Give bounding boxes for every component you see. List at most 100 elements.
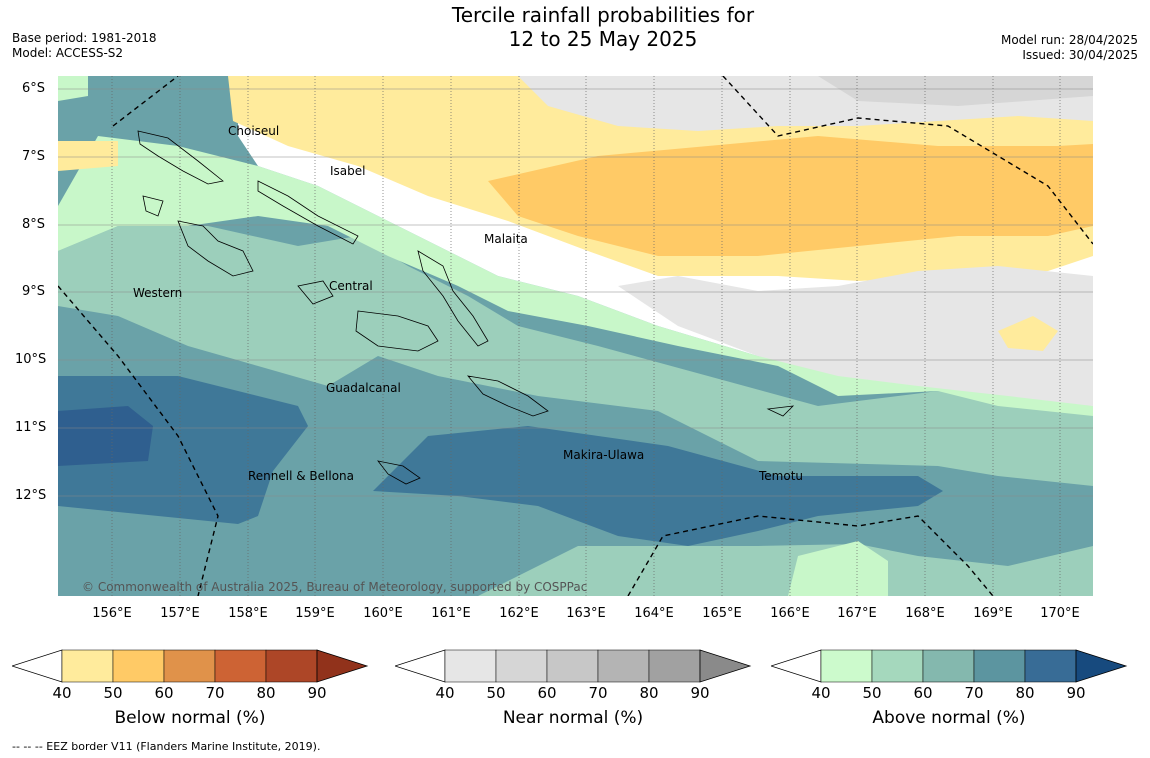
- tick-label: 50: [103, 684, 123, 702]
- tick-label: 40: [811, 684, 831, 702]
- place-rennell-bellona: Rennell & Bellona: [248, 469, 355, 483]
- model-run-text: Model run: 28/04/2025: [1000, 33, 1138, 47]
- above-50-band: [58, 226, 1093, 486]
- shortland-island: [142, 195, 164, 217]
- makira-island: [467, 375, 549, 417]
- colorbar-above-swatch: [820, 649, 873, 683]
- colorbar-above-swatch: [871, 649, 924, 683]
- place-isabel: Isabel: [330, 164, 366, 178]
- place-western: Western: [133, 286, 183, 300]
- eez-borders: [58, 76, 1093, 596]
- issued-text: Issued: 30/04/2025: [1022, 48, 1138, 62]
- tick-label: 70: [964, 684, 984, 702]
- guadalcanal-island: [355, 310, 439, 352]
- copyright-notice: © Commonwealth of Australia 2025, Bureau…: [82, 580, 588, 594]
- title-line-2: 12 to 25 May 2025: [508, 27, 698, 51]
- colorbar-above-svg: [769, 649, 1128, 683]
- colorbar-above-swatch: [1024, 649, 1077, 683]
- colorbar-below-max-arrow: [316, 649, 369, 683]
- colorbar-below-swatch: [112, 649, 165, 683]
- model-text: Model: ACCESS-S2: [12, 46, 124, 60]
- lon-label: 168°E: [905, 606, 945, 621]
- below-40-northwest: [58, 141, 118, 171]
- colorbar-below-svg: [10, 649, 369, 683]
- place-makira-ulawa: Makira-Ulawa: [563, 448, 645, 462]
- colorbar-below-normal: [10, 648, 372, 688]
- temotu-island: [766, 405, 795, 417]
- colorbar-below-swatch: [61, 649, 114, 683]
- tick-label: 80: [639, 684, 659, 702]
- colorbar-near-swatch: [546, 649, 599, 683]
- lon-label: 160°E: [363, 606, 403, 621]
- isabel-island: [257, 180, 359, 245]
- new-georgia-island: [177, 220, 254, 277]
- eez-west: [58, 285, 219, 596]
- above-40-band: [58, 136, 1093, 416]
- colorbar-above-swatch: [973, 649, 1026, 683]
- lon-label: 156°E: [92, 606, 132, 621]
- colorbar-below-min-arrow: [10, 649, 63, 683]
- colorbar-near-svg: [393, 649, 752, 683]
- tick-label: 40: [435, 684, 455, 702]
- lat-label: 11°S: [15, 420, 47, 435]
- tick-label: 60: [154, 684, 174, 702]
- central-islands: [297, 280, 334, 305]
- above-40-northwest: [58, 76, 88, 101]
- eez-northwest: [112, 76, 179, 127]
- lat-label: 12°S: [15, 488, 47, 503]
- place-guadalcanal: Guadalcanal: [326, 381, 401, 395]
- colorbar-near-min-arrow: [393, 649, 446, 683]
- base-period-text: Base period: 1981-2018: [12, 31, 157, 45]
- lon-label: 166°E: [770, 606, 810, 621]
- choiseul-island: [137, 130, 224, 185]
- lon-label: 159°E: [295, 606, 335, 621]
- lon-label: 158°E: [228, 606, 268, 621]
- tick-label: 80: [1015, 684, 1035, 702]
- lon-label: 163°E: [566, 606, 606, 621]
- colorbar-near-swatch: [648, 649, 701, 683]
- above-80-south: [373, 426, 943, 546]
- colorbar-above-title: Above normal (%): [872, 708, 1026, 728]
- tick-label: 50: [486, 684, 506, 702]
- map-svg: [58, 76, 1093, 596]
- tick-label: 60: [913, 684, 933, 702]
- meta-left: Base period: 1981-2018 Model: ACCESS-S2: [12, 31, 157, 61]
- lat-label: 9°S: [22, 284, 46, 299]
- lon-label: 157°E: [160, 606, 200, 621]
- eez-northeast: [722, 76, 1093, 245]
- lon-label: 167°E: [837, 606, 877, 621]
- colorbar-above-min-arrow: [769, 649, 822, 683]
- lon-label: 169°E: [973, 606, 1013, 621]
- colorbar-below-title: Below normal (%): [114, 708, 266, 728]
- colorbar-above-max-arrow: [1075, 649, 1128, 683]
- colorbar-above-normal: [769, 648, 1131, 688]
- map-title: Tercile rainfall probabilities for 12 to…: [0, 3, 1150, 51]
- tick-label: 90: [1066, 684, 1086, 702]
- lat-label: 10°S: [15, 352, 47, 367]
- tick-label: 90: [307, 684, 327, 702]
- colorbar-near-swatch: [597, 649, 650, 683]
- tick-label: 40: [52, 684, 72, 702]
- lat-label: 7°S: [22, 149, 46, 164]
- rennell-island: [377, 460, 421, 485]
- latitude-gridlines: [58, 88, 1093, 497]
- colorbar-near-title: Near normal (%): [502, 708, 644, 728]
- meta-right: Model run: 28/04/2025 Issued: 30/04/2025: [1001, 33, 1138, 63]
- rainfall-map: [58, 76, 1093, 596]
- colorbar-below-swatch: [214, 649, 267, 683]
- lon-label: 170°E: [1040, 606, 1080, 621]
- colorbar-below-swatch: [265, 649, 318, 683]
- tick-label: 90: [690, 684, 710, 702]
- title-line-1: Tercile rainfall probabilities for: [451, 3, 755, 27]
- tick-label: 70: [205, 684, 225, 702]
- above-50-south: [478, 544, 1093, 596]
- above-40-south: [788, 541, 888, 596]
- lon-label: 164°E: [634, 606, 674, 621]
- colorbar-near-swatch: [444, 649, 497, 683]
- eez-southeast: [627, 515, 994, 596]
- place-central: Central: [329, 279, 373, 293]
- lat-label: 8°S: [22, 217, 46, 232]
- tick-label: 60: [537, 684, 557, 702]
- above-90-southwest: [58, 406, 153, 466]
- coastlines: [137, 130, 795, 485]
